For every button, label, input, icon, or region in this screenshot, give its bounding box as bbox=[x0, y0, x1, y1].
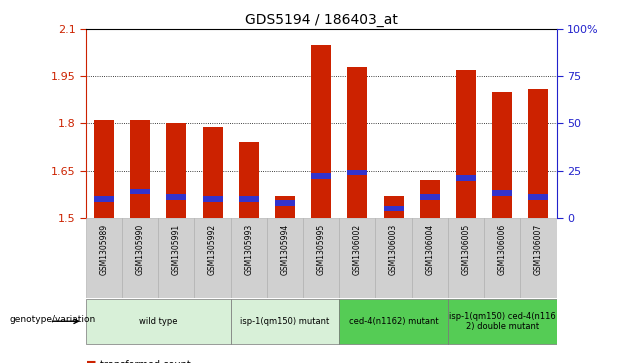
Text: GSM1306007: GSM1306007 bbox=[534, 224, 543, 276]
FancyBboxPatch shape bbox=[86, 299, 231, 344]
Bar bbox=[203, 127, 223, 218]
Bar bbox=[167, 194, 186, 200]
Text: genotype/variation: genotype/variation bbox=[10, 315, 96, 324]
Bar bbox=[94, 120, 114, 218]
Bar bbox=[239, 196, 259, 202]
Text: GSM1306005: GSM1306005 bbox=[462, 224, 471, 276]
Text: GSM1306004: GSM1306004 bbox=[425, 224, 434, 276]
Bar bbox=[456, 175, 476, 181]
Bar bbox=[130, 120, 150, 218]
FancyBboxPatch shape bbox=[339, 218, 375, 298]
Bar bbox=[275, 196, 295, 218]
Bar bbox=[347, 170, 368, 175]
Bar bbox=[384, 205, 403, 211]
Text: GSM1305991: GSM1305991 bbox=[172, 224, 181, 275]
Bar bbox=[130, 188, 150, 194]
FancyBboxPatch shape bbox=[411, 218, 448, 298]
FancyBboxPatch shape bbox=[231, 218, 267, 298]
Text: isp-1(qm150) mutant: isp-1(qm150) mutant bbox=[240, 317, 329, 326]
Bar bbox=[420, 180, 439, 218]
FancyBboxPatch shape bbox=[448, 299, 556, 344]
FancyBboxPatch shape bbox=[520, 218, 556, 298]
Text: wild type: wild type bbox=[139, 317, 177, 326]
Text: GSM1305992: GSM1305992 bbox=[208, 224, 217, 275]
Text: GSM1305993: GSM1305993 bbox=[244, 224, 253, 276]
Bar bbox=[456, 70, 476, 218]
FancyBboxPatch shape bbox=[86, 218, 122, 298]
Bar bbox=[347, 67, 368, 218]
Bar bbox=[94, 196, 114, 202]
FancyBboxPatch shape bbox=[158, 218, 195, 298]
Text: GSM1306006: GSM1306006 bbox=[498, 224, 507, 276]
Bar bbox=[529, 194, 548, 200]
Text: GSM1306002: GSM1306002 bbox=[353, 224, 362, 275]
FancyBboxPatch shape bbox=[231, 299, 339, 344]
Text: ced-4(n1162) mutant: ced-4(n1162) mutant bbox=[349, 317, 438, 326]
Text: ■: ■ bbox=[86, 360, 97, 363]
Text: GSM1305990: GSM1305990 bbox=[135, 224, 144, 276]
FancyBboxPatch shape bbox=[267, 218, 303, 298]
Bar bbox=[275, 200, 295, 205]
Text: GSM1306003: GSM1306003 bbox=[389, 224, 398, 276]
FancyBboxPatch shape bbox=[122, 218, 158, 298]
Text: GSM1305994: GSM1305994 bbox=[280, 224, 289, 276]
Bar bbox=[311, 174, 331, 179]
Text: GSM1305989: GSM1305989 bbox=[99, 224, 109, 275]
Text: GSM1305995: GSM1305995 bbox=[317, 224, 326, 276]
FancyBboxPatch shape bbox=[303, 218, 339, 298]
Bar bbox=[167, 123, 186, 218]
Text: transformed count: transformed count bbox=[100, 360, 191, 363]
FancyBboxPatch shape bbox=[195, 218, 231, 298]
FancyBboxPatch shape bbox=[484, 218, 520, 298]
Text: isp-1(qm150) ced-4(n116
2) double mutant: isp-1(qm150) ced-4(n116 2) double mutant bbox=[449, 311, 556, 331]
Bar bbox=[203, 196, 223, 202]
Bar bbox=[492, 191, 512, 196]
Bar bbox=[492, 92, 512, 218]
Bar bbox=[239, 142, 259, 218]
Bar bbox=[529, 89, 548, 218]
Bar bbox=[311, 45, 331, 218]
Bar bbox=[420, 194, 439, 200]
FancyBboxPatch shape bbox=[448, 218, 484, 298]
FancyBboxPatch shape bbox=[339, 299, 448, 344]
Bar bbox=[384, 196, 403, 218]
FancyBboxPatch shape bbox=[375, 218, 411, 298]
Title: GDS5194 / 186403_at: GDS5194 / 186403_at bbox=[245, 13, 398, 26]
